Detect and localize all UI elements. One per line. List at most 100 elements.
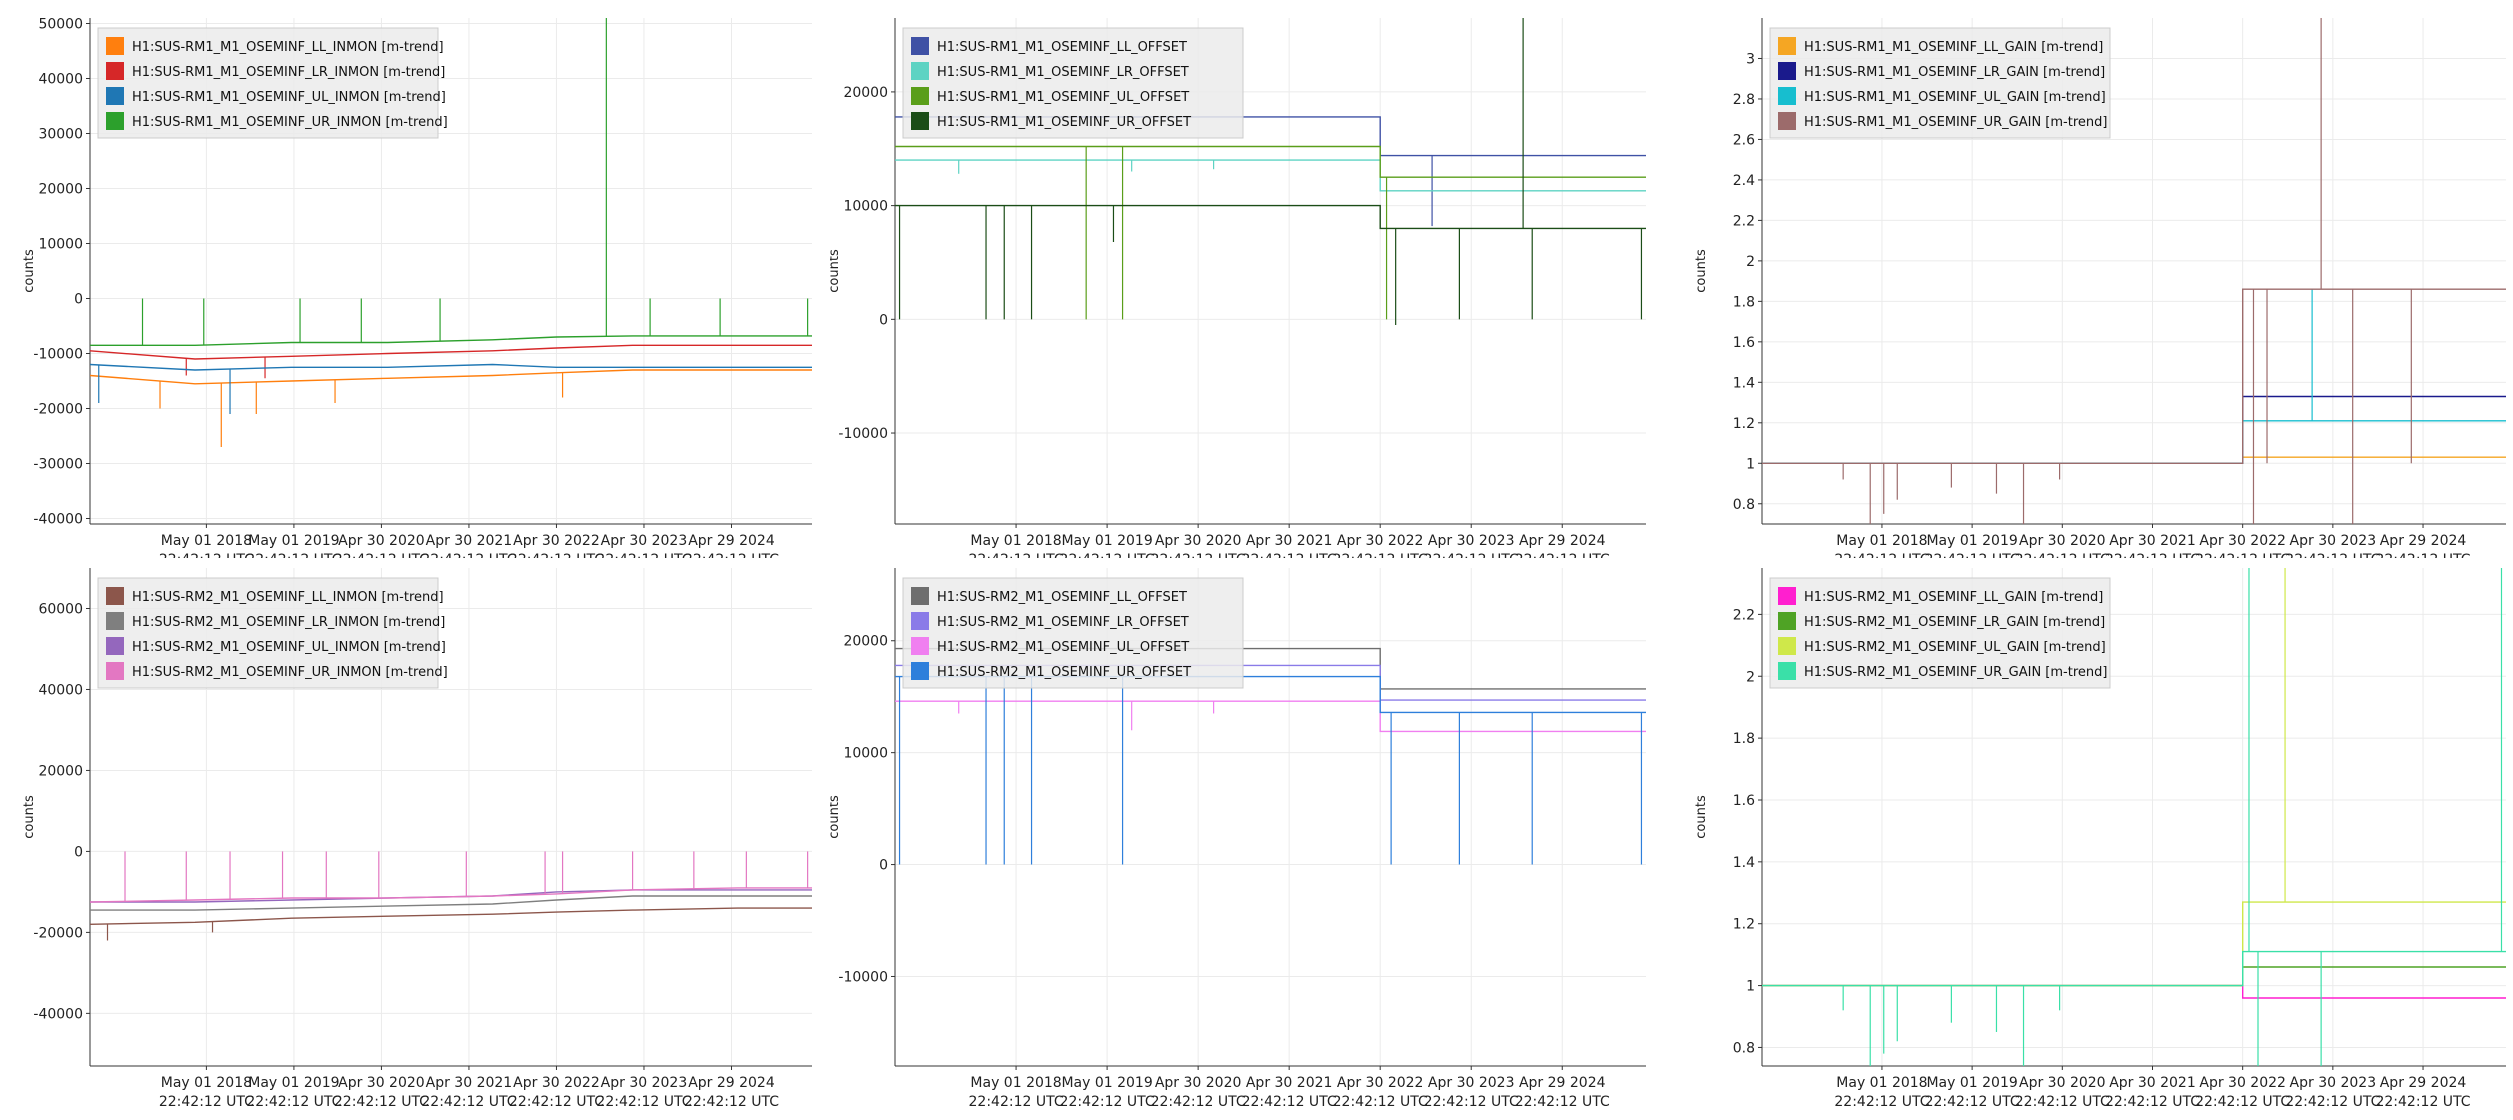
x-tick-label: Apr 29 2024 bbox=[2380, 1075, 2467, 1091]
x-tick-label: May 01 2019 bbox=[1926, 1075, 2017, 1091]
legend-entry: H1:SUS-RM2_M1_OSEMINF_LR_GAIN [m-trend] bbox=[1804, 615, 2105, 630]
legend-swatch bbox=[1778, 62, 1796, 80]
y-tick-label: -10000 bbox=[33, 347, 83, 363]
x-tick-label: Apr 30 2020 bbox=[338, 533, 425, 549]
chart-panel-6: 2.2 2 1.8 1.6 1.4 1.2 1 0.8 counts May 01 2018 22:… bbox=[1666, 558, 2513, 1116]
series-line-2 bbox=[895, 159, 1646, 192]
y-axis-label: counts bbox=[1694, 249, 1709, 293]
x-tick-label: May 01 2019 bbox=[1061, 533, 1152, 549]
legend-swatch bbox=[1778, 612, 1796, 630]
x-tick-label: May 01 2019 bbox=[248, 533, 339, 549]
legend-entry: H1:SUS-RM1_M1_OSEMINF_LR_OFFSET bbox=[937, 65, 1189, 80]
legend-entry: H1:SUS-RM2_M1_OSEMINF_UR_OFFSET bbox=[937, 665, 1191, 680]
x-tick-sublabel: 22:42:12 UTC bbox=[2195, 1094, 2290, 1110]
x-tick-sublabel: 22:42:12 UTC bbox=[421, 1094, 516, 1110]
x-tick-label: Apr 30 2023 bbox=[1428, 533, 1515, 549]
y-tick-label: 60000 bbox=[38, 601, 83, 617]
legend: H1:SUS-RM1_M1_OSEMINF_LL_INMON [m-trend]… bbox=[97, 27, 448, 139]
legend-entry: H1:SUS-RM2_M1_OSEMINF_LL_GAIN [m-trend] bbox=[1804, 590, 2103, 605]
y-tick-label: -40000 bbox=[33, 1006, 83, 1022]
legend-swatch bbox=[911, 612, 929, 630]
legend-swatch bbox=[106, 87, 124, 105]
x-tick-label: Apr 30 2023 bbox=[2290, 533, 2377, 549]
x-tick-label: Apr 30 2022 bbox=[513, 533, 600, 549]
legend-swatch bbox=[911, 637, 929, 655]
y-tick-label: 1.8 bbox=[1733, 731, 1755, 747]
y-tick-label: 50000 bbox=[38, 17, 83, 33]
legend-swatch bbox=[1778, 587, 1796, 605]
y-axis-label: counts bbox=[22, 795, 37, 839]
x-tick-label: Apr 30 2021 bbox=[2109, 1075, 2196, 1091]
chart-svg: 3 2.8 2.6 2.4 2.2 2 1.8 1.6 1.4 1.2 1 0.8 counts May … bbox=[1694, 18, 2506, 568]
x-tick-sublabel: 22:42:12 UTC bbox=[1060, 1094, 1155, 1110]
y-tick-label: 1.2 bbox=[1733, 917, 1755, 933]
y-tick-label: 10000 bbox=[843, 199, 888, 215]
x-tick-label: Apr 30 2022 bbox=[1337, 533, 1424, 549]
legend-swatch bbox=[106, 62, 124, 80]
x-tick-label: Apr 30 2020 bbox=[2019, 1075, 2106, 1091]
x-tick-sublabel: 22:42:12 UTC bbox=[1925, 1094, 2020, 1110]
y-tick-label: 0.8 bbox=[1733, 1040, 1755, 1056]
y-tick-label: 20000 bbox=[38, 763, 83, 779]
x-tick-sublabel: 22:42:12 UTC bbox=[509, 1094, 604, 1110]
legend-entry: H1:SUS-RM1_M1_OSEMINF_UR_OFFSET bbox=[937, 115, 1191, 130]
series-line-3 bbox=[1762, 901, 2506, 987]
legend-entry: H1:SUS-RM2_M1_OSEMINF_LL_INMON [m-trend] bbox=[132, 590, 444, 605]
x-tick-label: Apr 30 2023 bbox=[601, 1075, 688, 1091]
legend: H1:SUS-RM2_M1_OSEMINF_LL_GAIN [m-trend] H… bbox=[1769, 577, 2111, 689]
x-tick-label: Apr 30 2022 bbox=[2199, 1075, 2286, 1091]
y-tick-label: 1.4 bbox=[1733, 375, 1755, 391]
y-tick-label: -30000 bbox=[33, 457, 83, 473]
series-line-1 bbox=[90, 369, 812, 385]
x-tick-sublabel: 22:42:12 UTC bbox=[2105, 1094, 2200, 1110]
y-tick-label: -20000 bbox=[33, 402, 83, 418]
y-tick-label: -10000 bbox=[838, 426, 888, 442]
y-tick-label: 1 bbox=[1746, 456, 1755, 472]
series-line-1 bbox=[1762, 984, 2506, 999]
x-tick-sublabel: 22:42:12 UTC bbox=[684, 1094, 779, 1110]
legend: H1:SUS-RM2_M1_OSEMINF_LL_INMON [m-trend]… bbox=[97, 577, 448, 689]
x-tick-label: Apr 30 2023 bbox=[1428, 1075, 1515, 1091]
legend-swatch bbox=[106, 662, 124, 680]
series-group bbox=[1762, 18, 2506, 524]
legend-entry: H1:SUS-RM1_M1_OSEMINF_UL_GAIN [m-trend] bbox=[1804, 90, 2106, 105]
legend-entry: H1:SUS-RM1_M1_OSEMINF_LL_GAIN [m-trend] bbox=[1804, 40, 2103, 55]
x-tick-label: Apr 30 2021 bbox=[426, 533, 513, 549]
x-tick-label: Apr 30 2021 bbox=[1246, 1075, 1333, 1091]
x-tick-sublabel: 22:42:12 UTC bbox=[596, 1094, 691, 1110]
chart-panel-5: 20000 10000 0 -10000 counts May 01 2018 22:42:… bbox=[827, 558, 1666, 1116]
legend-swatch bbox=[106, 637, 124, 655]
series-line-2 bbox=[90, 344, 812, 360]
legend: H1:SUS-RM1_M1_OSEMINF_LL_GAIN [m-trend] H… bbox=[1769, 27, 2111, 139]
x-tick-label: Apr 29 2024 bbox=[688, 1075, 775, 1091]
x-tick-label: May 01 2019 bbox=[248, 1075, 339, 1091]
legend-entry: H1:SUS-RM1_M1_OSEMINF_UR_INMON [m-trend] bbox=[132, 115, 448, 130]
x-tick-label: May 01 2019 bbox=[1926, 533, 2017, 549]
gridlines bbox=[90, 568, 812, 1066]
y-tick-label: -20000 bbox=[33, 925, 83, 941]
x-tick-label: Apr 30 2023 bbox=[2290, 1075, 2377, 1091]
series-line-3 bbox=[90, 363, 812, 371]
legend-box bbox=[97, 577, 439, 689]
y-tick-label: 10000 bbox=[38, 237, 83, 253]
legend-box bbox=[902, 27, 1244, 139]
x-tick-label: May 01 2019 bbox=[1061, 1075, 1152, 1091]
legend-swatch bbox=[106, 37, 124, 55]
legend-swatch bbox=[1778, 87, 1796, 105]
x-tick-sublabel: 22:42:12 UTC bbox=[1424, 1094, 1519, 1110]
chart-panel-3: 3 2.8 2.6 2.4 2.2 2 1.8 1.6 1.4 1.2 1 0.8 counts May … bbox=[1666, 0, 2513, 568]
y-tick-label: 2 bbox=[1746, 669, 1755, 685]
x-tick-sublabel: 22:42:12 UTC bbox=[1151, 1094, 1246, 1110]
x-tick-label: May 01 2018 bbox=[970, 1075, 1061, 1091]
x-tick-sublabel: 22:42:12 UTC bbox=[334, 1094, 429, 1110]
x-tick-sublabel: 22:42:12 UTC bbox=[2015, 1094, 2110, 1110]
y-tick-label: 3 bbox=[1746, 51, 1755, 67]
y-tick-label: 1.4 bbox=[1733, 855, 1755, 871]
y-tick-label: -10000 bbox=[838, 969, 888, 985]
x-tick-label: Apr 29 2024 bbox=[2380, 533, 2467, 549]
y-tick-label: 2.8 bbox=[1733, 92, 1755, 108]
y-tick-label: 0 bbox=[879, 312, 888, 328]
series-line-4 bbox=[90, 335, 812, 346]
